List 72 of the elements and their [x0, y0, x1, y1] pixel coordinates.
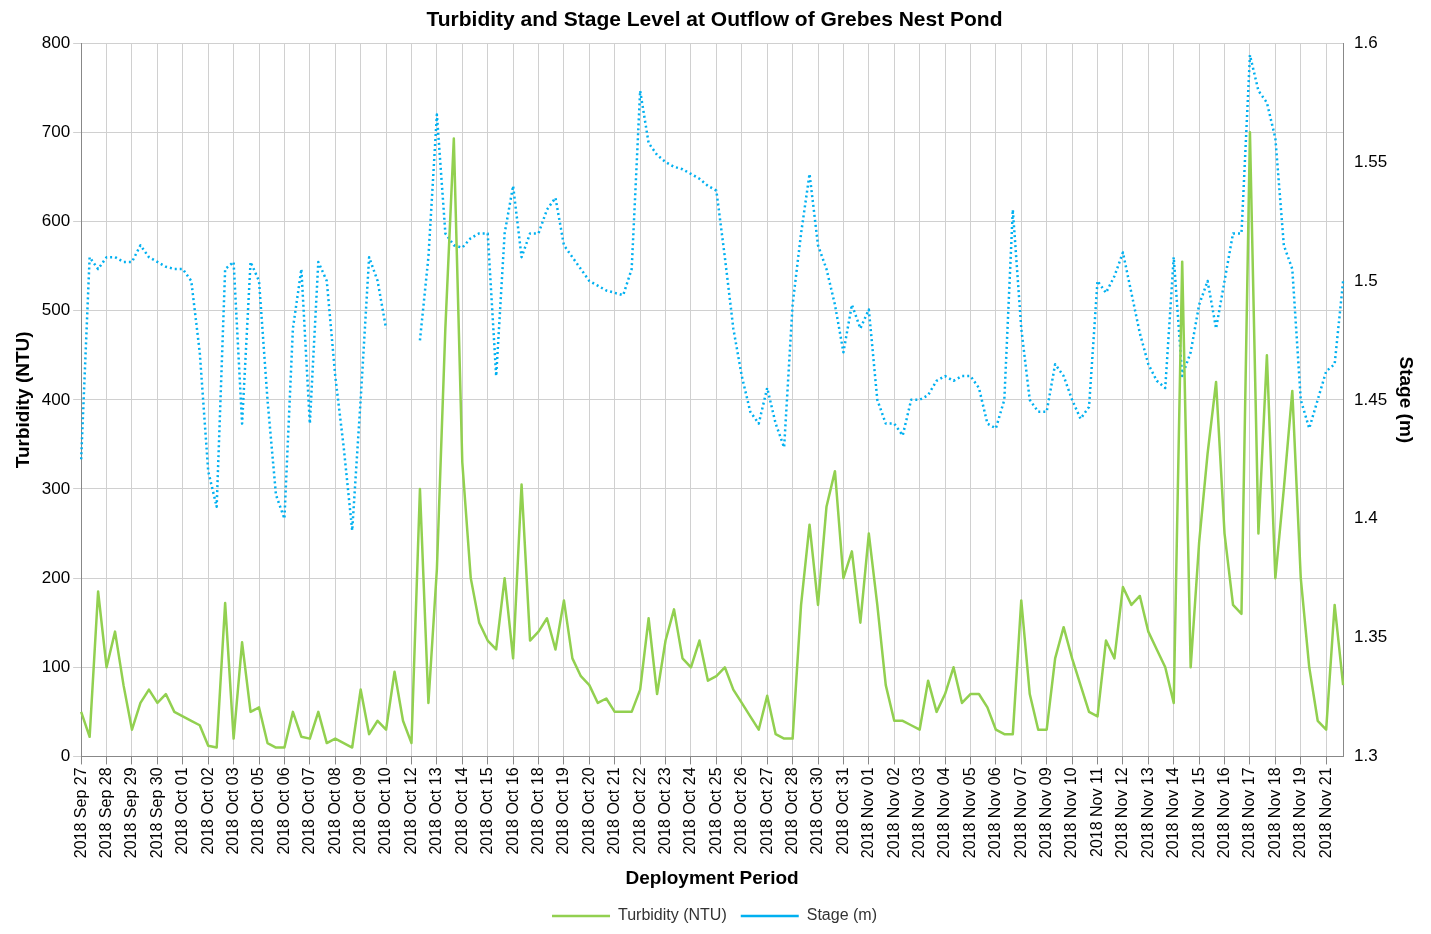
x-tick-label: 2018 Oct 21 [605, 767, 623, 855]
x-tick-label: 2018 Nov 02 [884, 767, 902, 859]
y2-tick-label: 1.4 [1354, 508, 1378, 528]
x-tick-label: 2018 Oct 18 [528, 767, 546, 855]
x-tick-label: 2018 Oct 16 [503, 767, 521, 855]
x-tick-label: 2018 Nov 16 [1214, 767, 1232, 859]
x-tick-label: 2018 Nov 13 [1138, 767, 1156, 859]
x-tick-label: 2018 Oct 20 [579, 767, 597, 855]
x-tick-label: 2018 Nov 03 [910, 767, 928, 859]
y-tick-label: 800 [41, 32, 71, 52]
x-tick-label: 2018 Nov 05 [960, 767, 978, 859]
x-tick-label: 2018 Oct 14 [452, 767, 470, 855]
y-tick-label: 400 [41, 389, 71, 409]
y-tick-label: 600 [41, 211, 71, 231]
legend-label: Stage (m) [806, 906, 877, 924]
y-tick-label: 100 [41, 656, 71, 676]
y-tick-label: 0 [60, 746, 71, 766]
x-tick-label: 2018 Oct 10 [376, 767, 394, 855]
x-tick-label: 2018 Oct 26 [732, 767, 750, 855]
x-tick-label: 2018 Nov 19 [1291, 767, 1309, 859]
x-tick-label: 2018 Oct 08 [325, 767, 343, 855]
x-axis-title: Deployment Period [625, 866, 799, 888]
y-tick-label: 500 [41, 300, 71, 320]
x-tick-label: 2018 Nov 18 [1265, 767, 1283, 859]
y2-tick-label: 1.6 [1354, 32, 1378, 52]
x-tick-label: 2018 Nov 17 [1240, 767, 1258, 859]
x-tick-label: 2018 Oct 06 [274, 767, 292, 855]
x-tick-label: 2018 Nov 14 [1164, 767, 1182, 859]
x-tick-label: 2018 Sep 29 [122, 767, 140, 859]
x-tick-label: 2018 Nov 11 [1087, 767, 1105, 857]
x-tick-label: 2018 Nov 15 [1189, 767, 1207, 859]
x-tick-label: 2018 Oct 05 [249, 767, 267, 855]
x-tick-label: 2018 Oct 03 [224, 767, 242, 855]
y2-tick-label: 1.55 [1354, 151, 1388, 171]
y2-tick-label: 1.35 [1354, 627, 1388, 647]
x-tick-label: 2018 Sep 30 [147, 767, 165, 859]
x-tick-label: 2018 Oct 02 [198, 767, 216, 855]
x-tick-label: 2018 Nov 01 [859, 767, 877, 859]
x-tick-label: 2018 Oct 01 [173, 767, 191, 855]
x-tick-label: 2018 Oct 31 [833, 767, 851, 855]
x-tick-label: 2018 Oct 30 [808, 767, 826, 855]
x-tick-label: 2018 Nov 07 [1011, 767, 1029, 859]
x-tick-label: 2018 Nov 12 [1113, 767, 1131, 859]
x-tick-label: 2018 Oct 12 [401, 767, 419, 855]
x-tick-label: 2018 Nov 21 [1316, 767, 1334, 859]
x-tick-label: 2018 Nov 04 [935, 767, 953, 859]
x-tick-label: 2018 Oct 13 [427, 767, 445, 855]
x-tick-label: 2018 Oct 09 [351, 767, 369, 855]
x-tick-label: 2018 Sep 27 [71, 767, 89, 859]
x-tick-label: 2018 Oct 07 [300, 767, 318, 855]
y2-axis-title: Stage (m) [1396, 356, 1418, 444]
x-tick-label: 2018 Oct 28 [783, 767, 800, 855]
x-tick-label: 2018 Oct 23 [655, 767, 673, 855]
x-tick-label: 2018 Oct 27 [757, 767, 775, 855]
y2-tick-label: 1.5 [1354, 270, 1378, 290]
y2-tick-label: 1.3 [1354, 746, 1378, 766]
x-tick-label: 2018 Oct 22 [630, 767, 648, 855]
y2-tick-label: 1.45 [1354, 389, 1388, 409]
x-tick-label: 2018 Nov 10 [1062, 767, 1080, 859]
x-tick-label: 2018 Oct 15 [478, 767, 496, 855]
chart-title: Turbidity and Stage Level at Outflow of Grebes Nest Pond [426, 7, 1003, 31]
legend-label: Turbidity (NTU) [618, 906, 727, 924]
x-tick-label: 2018 Oct 19 [554, 767, 572, 855]
x-tick-label: 2018 Oct 25 [706, 767, 724, 855]
x-tick-label: 2018 Oct 24 [681, 767, 699, 855]
y-axis-title: Turbidity (NTU) [11, 331, 33, 469]
x-tick-label: 2018 Nov 06 [986, 767, 1004, 859]
x-tick-label: 2018 Nov 09 [1037, 767, 1055, 859]
y-tick-label: 200 [41, 567, 71, 587]
y-tick-label: 700 [41, 122, 71, 142]
x-tick-label: 2018 Sep 28 [96, 767, 114, 859]
y-tick-label: 300 [41, 478, 71, 498]
